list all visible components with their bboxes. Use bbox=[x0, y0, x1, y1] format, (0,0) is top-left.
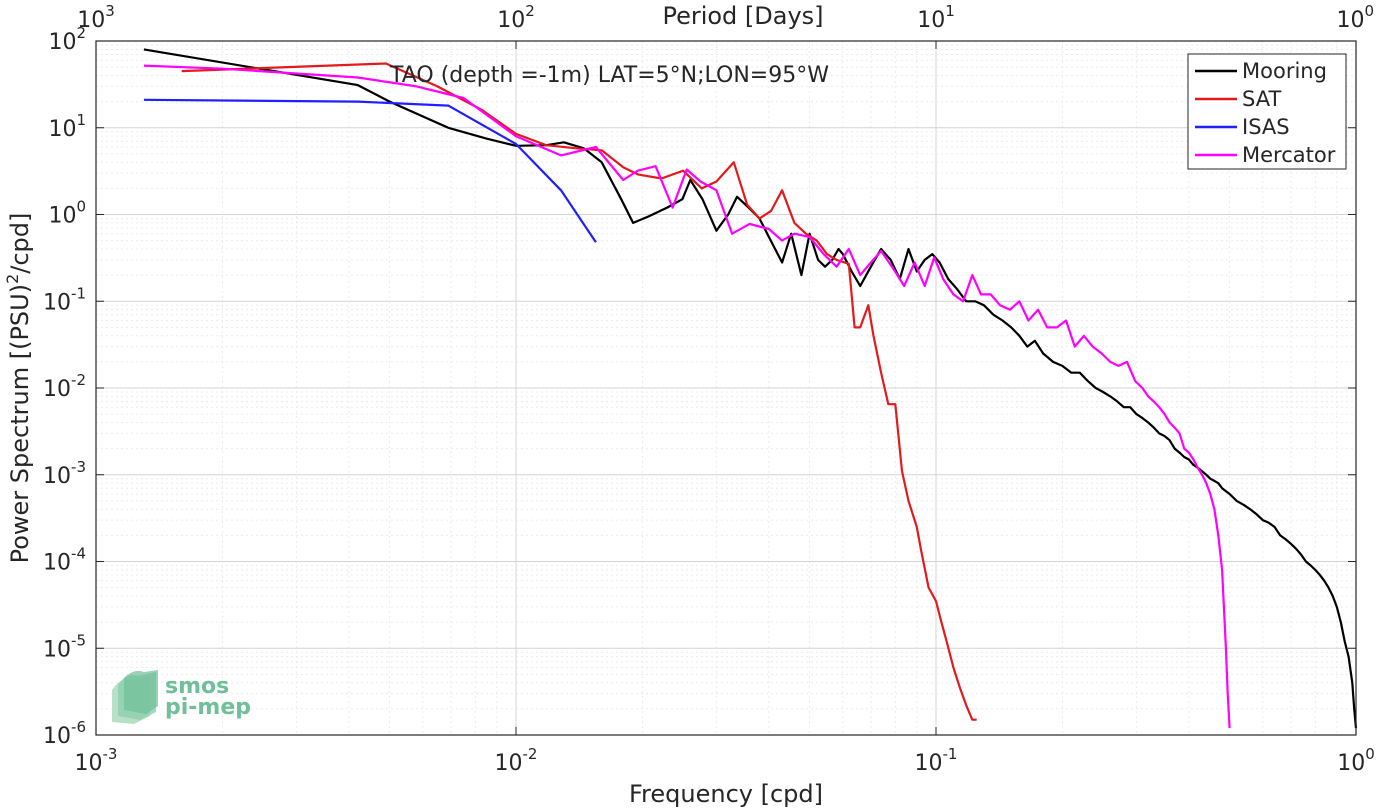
logo-line2: pi-mep bbox=[165, 695, 251, 720]
logo-line1: smos bbox=[165, 674, 229, 699]
y-axis-label: Power Spectrum [(PSU)2/cpd] bbox=[3, 213, 34, 564]
period-tick-label: 101 bbox=[917, 2, 955, 33]
y-tick-label: 100 bbox=[48, 198, 86, 229]
legend-label-mercator: Mercator bbox=[1242, 143, 1336, 167]
y-tick-label: 101 bbox=[48, 111, 86, 142]
y-tick-label: 10-4 bbox=[43, 545, 86, 576]
legend-label-mooring: Mooring bbox=[1242, 59, 1327, 83]
legend-label-sat: SAT bbox=[1242, 87, 1281, 111]
x-tick-label: 100 bbox=[1337, 745, 1375, 776]
series-line-isas bbox=[143, 98, 597, 243]
y-tick-label: 10-6 bbox=[43, 718, 86, 749]
series-line-mooring bbox=[143, 48, 1358, 729]
y-tick-label: 10-3 bbox=[43, 458, 86, 489]
legend: Mooring SAT ISAS Mercator bbox=[1187, 53, 1347, 170]
period-tick-label: 100 bbox=[1336, 2, 1374, 33]
y-tick-label: 10-2 bbox=[43, 371, 86, 402]
x-tick-label: 10-2 bbox=[495, 745, 538, 776]
smos-pi-mep-logo: smos pi-mep bbox=[112, 670, 251, 724]
y-tick-label: 102 bbox=[48, 24, 86, 55]
series-line-sat bbox=[181, 62, 977, 721]
period-tick-label: 102 bbox=[497, 2, 535, 33]
series-line-mercator bbox=[143, 64, 1231, 729]
y-tick-label: 10-1 bbox=[43, 284, 86, 315]
y-tick-label: 10-5 bbox=[43, 631, 86, 662]
chart-title: TAO (depth =-1m) LAT=5°N;LON=95°W bbox=[389, 63, 829, 88]
x-axis-label: Frequency [cpd] bbox=[629, 780, 823, 808]
legend-label-isas: ISAS bbox=[1242, 115, 1290, 139]
logo-layer2-icon bbox=[124, 670, 158, 714]
series-layer bbox=[143, 48, 1358, 729]
top-axis-label: Period [Days] bbox=[662, 2, 823, 30]
period-tick-label: 103 bbox=[77, 2, 115, 33]
x-tick-label: 10-3 bbox=[75, 745, 118, 776]
legend-box bbox=[1187, 53, 1347, 170]
tick-labels: 10-3 10-2 10-1 100 10-6 10-5 10-4 10-3 10-2 10-1 1… bbox=[43, 2, 1375, 776]
x-tick-label: 10-1 bbox=[915, 745, 958, 776]
